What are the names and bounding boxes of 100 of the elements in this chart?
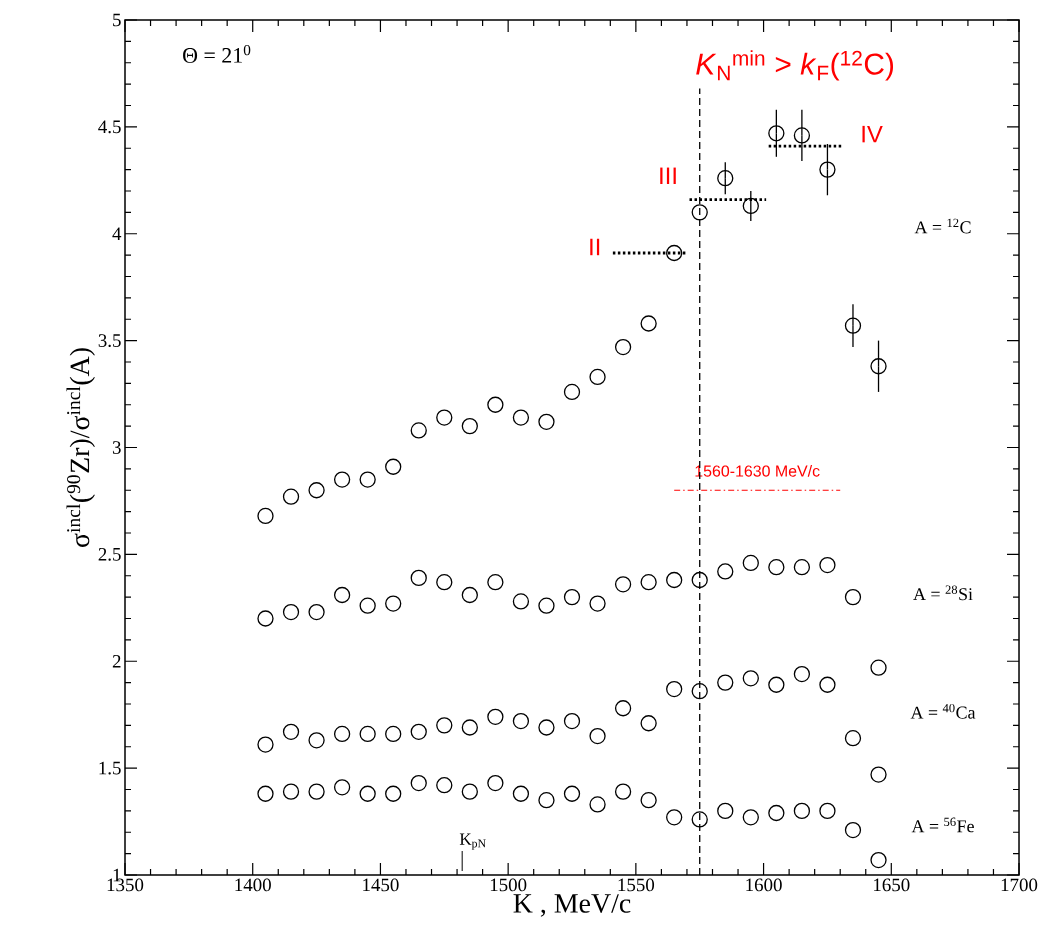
point xyxy=(768,559,785,576)
point xyxy=(589,796,606,813)
point xyxy=(512,712,530,730)
point xyxy=(359,725,376,743)
point xyxy=(793,665,811,683)
point xyxy=(640,574,657,591)
x-tick-label: 1550 xyxy=(618,878,655,892)
point xyxy=(589,368,606,386)
point xyxy=(282,723,300,740)
point xyxy=(717,170,734,187)
point xyxy=(742,554,759,572)
point xyxy=(257,507,274,525)
point xyxy=(793,802,811,820)
point xyxy=(538,413,555,430)
point xyxy=(666,809,683,826)
point xyxy=(385,725,402,743)
point xyxy=(819,161,836,178)
point xyxy=(436,574,453,591)
point xyxy=(333,779,351,796)
series-label: 1560-1630 MeV/c xyxy=(695,465,820,477)
point xyxy=(308,732,325,749)
legend-label: A = $^{40}$Ca xyxy=(910,703,976,719)
point xyxy=(844,821,862,839)
point xyxy=(538,719,555,736)
point xyxy=(461,783,478,800)
point xyxy=(461,586,478,604)
point xyxy=(461,417,478,435)
point xyxy=(819,802,836,820)
point xyxy=(870,851,887,869)
point xyxy=(461,719,478,736)
point xyxy=(691,683,708,700)
point xyxy=(512,593,530,610)
point xyxy=(768,125,785,142)
point xyxy=(870,358,887,375)
y-tick-label: 1.5 xyxy=(99,761,121,775)
point xyxy=(614,576,632,593)
annotation: Θ = 21$^{0}$ xyxy=(183,44,251,63)
point xyxy=(844,588,862,606)
point xyxy=(512,785,530,802)
point xyxy=(691,811,708,828)
point xyxy=(691,204,708,221)
x-tick-label: 1500 xyxy=(490,878,527,892)
y-axis-title: σ$^{incl}$($^{90}$Zr)/σ$^{incl}$(A) xyxy=(66,348,95,547)
point xyxy=(589,727,606,745)
point xyxy=(640,792,657,809)
point xyxy=(563,785,581,802)
point xyxy=(257,610,274,627)
point xyxy=(666,244,683,262)
point xyxy=(512,409,530,426)
text: K$_{N}$$^{min}$ > k$_{F}$($^{12}$C) xyxy=(696,50,894,81)
point xyxy=(666,571,683,589)
y-tick-label: 5 xyxy=(113,13,121,27)
point xyxy=(436,777,453,794)
point xyxy=(563,588,581,606)
point xyxy=(614,338,632,356)
x-tick-label: 1600 xyxy=(746,878,782,892)
point xyxy=(691,571,708,589)
point xyxy=(844,317,862,334)
point xyxy=(717,674,734,691)
point xyxy=(410,422,427,439)
x-tick-label: 1450 xyxy=(363,878,399,892)
point xyxy=(282,603,300,621)
point xyxy=(487,574,504,591)
x-axis-title: K , MeV/c xyxy=(513,894,631,917)
y-tick-label: 2.5 xyxy=(98,547,121,561)
x-tick-label: 1650 xyxy=(874,878,910,892)
point xyxy=(410,569,427,587)
point xyxy=(563,383,581,401)
y-tick-label: 3 xyxy=(112,441,121,454)
point xyxy=(666,680,683,698)
point xyxy=(257,785,274,802)
point xyxy=(308,783,325,800)
point xyxy=(768,676,785,693)
y-tick-label: 4.5 xyxy=(98,120,121,134)
point xyxy=(308,603,325,621)
point xyxy=(870,659,887,676)
legend-label: A = $^{12}$C xyxy=(914,218,971,234)
point xyxy=(742,670,759,687)
point xyxy=(410,723,427,740)
point xyxy=(487,396,504,413)
point xyxy=(487,774,504,792)
point xyxy=(385,785,402,802)
series-label: II xyxy=(590,238,600,256)
point xyxy=(768,804,785,822)
ref-line-label: K$_{pN}$ xyxy=(459,833,486,850)
point xyxy=(742,197,759,215)
point xyxy=(819,556,836,574)
point xyxy=(308,482,325,499)
point xyxy=(717,802,734,820)
point xyxy=(589,595,606,612)
legend-label: A = $^{28}$Si xyxy=(913,585,973,601)
point xyxy=(385,595,402,612)
y-tick-label: 2 xyxy=(112,654,121,668)
point xyxy=(410,774,427,792)
point xyxy=(819,676,836,693)
point xyxy=(844,730,862,747)
y-tick-label: 4 xyxy=(112,227,122,240)
point xyxy=(538,597,555,614)
x-tick-label: 1400 xyxy=(235,878,271,892)
point xyxy=(614,783,632,800)
